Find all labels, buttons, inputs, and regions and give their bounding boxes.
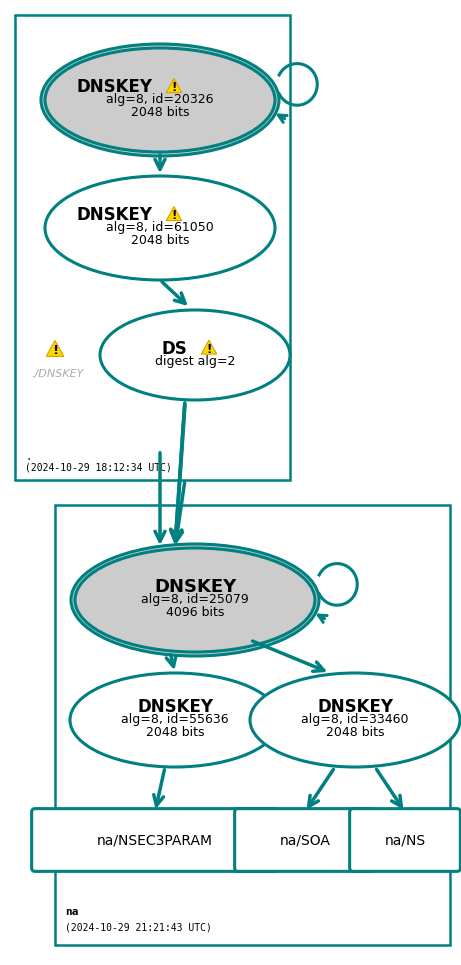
Bar bbox=[55, 505, 450, 945]
Text: alg=8, id=55636: alg=8, id=55636 bbox=[121, 713, 229, 727]
Text: ./DNSKEY: ./DNSKEY bbox=[32, 369, 84, 379]
Ellipse shape bbox=[70, 673, 280, 767]
Polygon shape bbox=[166, 78, 182, 93]
Ellipse shape bbox=[45, 48, 275, 152]
Text: na/NS: na/NS bbox=[384, 833, 426, 847]
FancyBboxPatch shape bbox=[32, 809, 278, 871]
Polygon shape bbox=[46, 341, 64, 356]
FancyBboxPatch shape bbox=[349, 809, 461, 871]
Polygon shape bbox=[201, 340, 217, 354]
Text: alg=8, id=61050: alg=8, id=61050 bbox=[106, 222, 214, 234]
Text: (2024-10-29 18:12:34 UTC): (2024-10-29 18:12:34 UTC) bbox=[25, 462, 172, 472]
Text: !: ! bbox=[207, 343, 212, 356]
Bar bbox=[15, 15, 290, 480]
Text: .: . bbox=[25, 452, 31, 462]
Text: DNSKEY: DNSKEY bbox=[76, 78, 152, 96]
Text: DNSKEY: DNSKEY bbox=[137, 698, 213, 716]
Text: DNSKEY: DNSKEY bbox=[76, 206, 152, 224]
Text: 2048 bits: 2048 bits bbox=[131, 106, 189, 120]
Text: DNSKEY: DNSKEY bbox=[154, 578, 236, 596]
Text: digest alg=2: digest alg=2 bbox=[155, 355, 235, 368]
Text: !: ! bbox=[171, 209, 177, 222]
Text: DS: DS bbox=[161, 340, 187, 357]
Ellipse shape bbox=[100, 310, 290, 400]
Ellipse shape bbox=[41, 44, 279, 156]
Text: na: na bbox=[65, 907, 78, 917]
Text: 2048 bits: 2048 bits bbox=[146, 727, 204, 739]
Text: 2048 bits: 2048 bits bbox=[131, 234, 189, 247]
Text: 4096 bits: 4096 bits bbox=[166, 606, 224, 620]
Text: alg=8, id=20326: alg=8, id=20326 bbox=[106, 94, 214, 106]
Text: (2024-10-29 21:21:43 UTC): (2024-10-29 21:21:43 UTC) bbox=[65, 923, 212, 933]
Text: alg=8, id=33460: alg=8, id=33460 bbox=[301, 713, 409, 727]
FancyBboxPatch shape bbox=[235, 809, 375, 871]
Text: !: ! bbox=[171, 81, 177, 95]
Text: !: ! bbox=[52, 345, 58, 357]
Ellipse shape bbox=[250, 673, 460, 767]
Text: DNSKEY: DNSKEY bbox=[317, 698, 393, 716]
Text: na/NSEC3PARAM: na/NSEC3PARAM bbox=[97, 833, 213, 847]
Polygon shape bbox=[166, 207, 182, 221]
Text: 2048 bits: 2048 bits bbox=[326, 727, 384, 739]
Text: na/SOA: na/SOA bbox=[279, 833, 331, 847]
Text: alg=8, id=25079: alg=8, id=25079 bbox=[141, 593, 249, 606]
Ellipse shape bbox=[71, 544, 319, 656]
Ellipse shape bbox=[75, 548, 315, 652]
Ellipse shape bbox=[45, 176, 275, 280]
